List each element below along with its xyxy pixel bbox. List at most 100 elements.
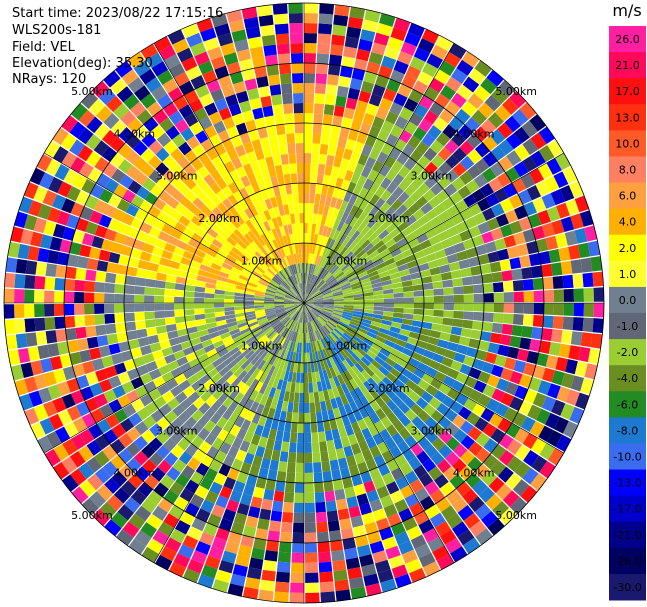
range-gate — [275, 293, 285, 298]
range-gate — [474, 60, 492, 77]
range-gate — [249, 340, 260, 350]
range-gate — [272, 154, 282, 167]
range-gate — [381, 55, 397, 70]
range-gate — [429, 266, 441, 276]
range-gate — [161, 346, 174, 357]
range-gate — [222, 408, 234, 421]
range-gate — [323, 307, 334, 311]
range-gate — [411, 176, 424, 190]
range-gate — [356, 222, 367, 233]
range-gate — [174, 296, 185, 303]
range-gate — [174, 221, 187, 233]
range-gate — [287, 371, 294, 383]
range-gate — [245, 335, 256, 345]
range-gate — [130, 489, 147, 506]
range-gate — [196, 324, 208, 332]
range-gate — [323, 298, 334, 301]
range-gate — [279, 410, 287, 422]
colorbar-swatch — [609, 208, 646, 236]
range-gate — [492, 500, 510, 518]
range-gate — [244, 577, 261, 590]
range-gate — [270, 279, 280, 287]
range-gate — [247, 243, 257, 254]
colorbar-tick-label: -26.0 — [613, 555, 641, 568]
range-gate — [339, 260, 349, 270]
range-gate — [118, 464, 135, 480]
range-gate — [218, 560, 235, 574]
range-gate — [553, 289, 564, 302]
range-gate — [539, 460, 556, 479]
range-gate — [178, 263, 190, 272]
range-gate — [296, 233, 301, 244]
range-gate — [75, 326, 87, 339]
range-gate — [343, 107, 355, 120]
range-gate — [455, 372, 469, 385]
range-gate — [305, 592, 320, 603]
range-gate — [239, 344, 250, 354]
range-gate — [561, 372, 575, 389]
range-gate — [375, 369, 386, 381]
range-gate — [278, 205, 285, 217]
range-gate — [465, 179, 480, 194]
range-gate — [300, 233, 304, 244]
range-gate — [521, 120, 538, 138]
range-gate — [291, 254, 296, 265]
range-gate — [289, 213, 296, 224]
range-gate — [545, 354, 559, 370]
range-gate — [76, 256, 89, 269]
range-gate — [80, 386, 94, 401]
range-gate — [359, 395, 370, 407]
range-gate — [241, 249, 252, 259]
range-gate — [103, 389, 117, 403]
range-gate — [264, 417, 273, 429]
range-gate — [244, 350, 255, 360]
range-gate — [555, 357, 569, 372]
range-gate — [270, 398, 279, 410]
range-gate — [343, 403, 353, 415]
range-gate — [296, 295, 304, 303]
range-gate — [254, 292, 265, 297]
range-gate — [401, 549, 418, 564]
range-gate — [335, 340, 345, 350]
range-gate — [377, 331, 389, 340]
range-gate — [23, 182, 39, 200]
range-gate — [84, 314, 96, 326]
range-gate — [94, 156, 110, 173]
range-gate — [403, 303, 414, 309]
range-gate — [378, 65, 393, 79]
range-gate — [288, 289, 297, 297]
range-gate — [582, 317, 594, 333]
range-gate — [305, 562, 319, 573]
range-gate — [244, 246, 255, 257]
range-gate — [285, 183, 293, 195]
range-gate — [449, 191, 463, 205]
range-gate — [214, 450, 227, 464]
range-gate — [337, 136, 348, 149]
range-gate — [342, 290, 353, 295]
range-gate — [232, 113, 245, 126]
range-gate — [430, 378, 443, 390]
range-gate — [218, 229, 230, 241]
range-gate — [304, 362, 308, 373]
range-gate — [313, 305, 324, 310]
range-gate — [372, 313, 384, 320]
range-gate — [361, 449, 374, 462]
range-gate — [188, 357, 201, 368]
range-gate — [128, 339, 140, 350]
range-gate — [316, 63, 329, 75]
range-gate — [206, 445, 219, 459]
range-gate — [404, 470, 419, 485]
range-gate — [106, 262, 118, 274]
range-gate — [281, 400, 289, 412]
range-gate — [431, 241, 444, 253]
range-gate — [265, 290, 276, 296]
range-gate — [373, 384, 385, 396]
range-gate — [438, 210, 451, 223]
range-gate — [342, 148, 353, 161]
range-gate — [285, 266, 292, 277]
range-gate — [124, 294, 135, 303]
range-gate — [284, 298, 295, 302]
range-gate — [209, 182, 222, 195]
range-gate — [413, 308, 424, 316]
range-gate — [509, 370, 523, 385]
